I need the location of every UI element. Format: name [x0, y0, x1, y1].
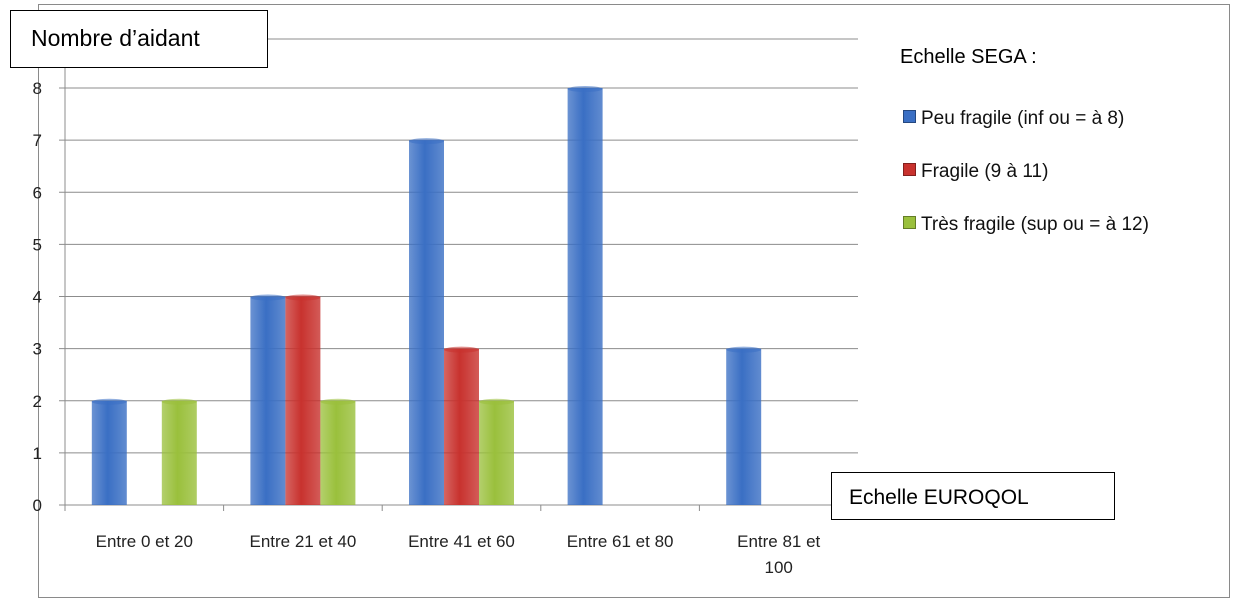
y-tick-label: 7	[33, 131, 42, 150]
x-tick-label: Entre 21 et 40	[249, 532, 356, 551]
legend-item: Fragile (9 à 11)	[903, 161, 1048, 183]
bar-cap	[567, 86, 603, 92]
bar-cap	[726, 346, 762, 353]
bar	[444, 348, 479, 505]
x-tick-label: Entre 41 et 60	[408, 532, 515, 551]
bar	[567, 88, 603, 505]
legend-item: Peu fragile (inf ou = à 8)	[903, 108, 1124, 130]
bar-cap	[409, 138, 444, 145]
y-tick-label: 8	[33, 79, 42, 98]
bar	[250, 296, 286, 505]
bar-cap	[161, 398, 197, 405]
bar	[726, 348, 762, 505]
x-tick-label: Entre 61 et 80	[567, 532, 674, 551]
legend-item: Très fragile (sup ou = à 12)	[903, 214, 1149, 236]
legend-swatch	[903, 110, 916, 123]
x-tick-label: Entre 0 et 20	[96, 532, 193, 551]
bar	[285, 296, 321, 505]
y-tick-label: 3	[33, 340, 42, 359]
y-tick-label: 0	[33, 496, 42, 515]
legend-label: Fragile (9 à 11)	[921, 161, 1049, 182]
bar	[320, 400, 356, 505]
bar-cap	[250, 294, 286, 301]
x-tick-label: 100	[765, 558, 793, 577]
y-axis-label: Nombre d’aidant	[10, 10, 268, 68]
bar	[409, 140, 444, 505]
y-tick-label: 1	[33, 444, 42, 463]
legend-swatch	[903, 163, 916, 176]
legend-label: Peu fragile (inf ou = à 8)	[921, 108, 1125, 129]
bar-cap	[479, 398, 514, 405]
y-tick-label: 6	[33, 183, 42, 202]
x-tick-label: Entre 81 et	[737, 532, 820, 551]
bar-cap	[444, 346, 479, 353]
bar-cap	[320, 398, 356, 405]
legend-swatch	[903, 216, 916, 229]
legend-title: Echelle SEGA :	[900, 46, 1037, 68]
bar-cap	[285, 294, 321, 301]
y-tick-label: 4	[33, 288, 42, 307]
bar-cap	[91, 398, 127, 405]
bar	[161, 400, 197, 505]
x-axis-label: Echelle EUROQOL	[831, 472, 1115, 520]
bar	[91, 400, 127, 505]
bar	[479, 400, 514, 505]
y-tick-label: 5	[33, 235, 42, 254]
legend-label: Très fragile (sup ou = à 12)	[921, 214, 1149, 235]
y-tick-label: 2	[33, 392, 42, 411]
